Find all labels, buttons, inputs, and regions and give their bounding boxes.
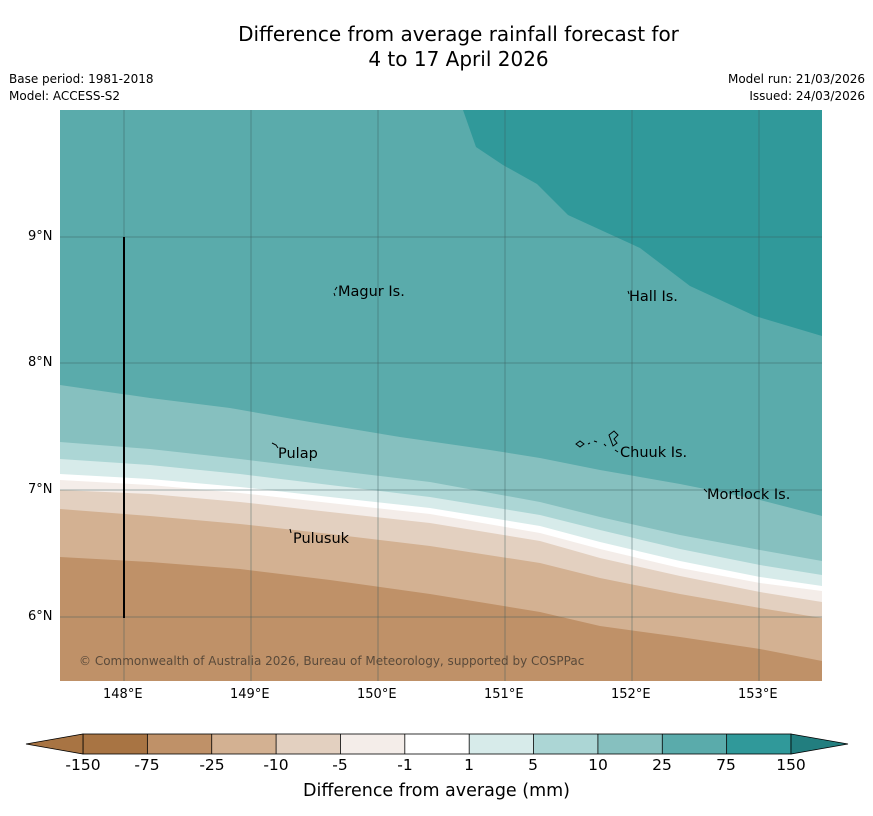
issued-date: Issued: 24/03/2026	[749, 89, 865, 103]
lon-label-152e: 152°E	[611, 687, 651, 702]
colorbar-label: 10	[588, 756, 608, 774]
colorbar-label: -75	[134, 756, 160, 774]
chart-title: Difference from average rainfall forecas…	[0, 22, 873, 72]
colorbar-label: -1	[397, 756, 413, 774]
colorbar-label: 150	[776, 756, 806, 774]
model-name: Model: ACCESS-S2	[9, 89, 121, 103]
colorbar-segment	[211, 734, 277, 754]
lon-label-151e: 151°E	[484, 687, 524, 702]
metadata-right: Model run: 21/03/2026 Issued: 24/03/2026	[728, 71, 865, 105]
metadata-left: Base period: 1981-2018 Model: ACCESS-S2	[9, 71, 154, 105]
colorbar-label: 5	[528, 756, 538, 774]
colorbar-segment	[404, 734, 470, 754]
base-period: Base period: 1981-2018	[9, 72, 154, 86]
band-neg75-neg25	[60, 557, 822, 681]
band-75-150	[463, 110, 822, 336]
pulusuk-island-mark	[289, 528, 292, 534]
colorbar-segment	[469, 734, 535, 754]
copyright-notice: © Commonwealth of Australia 2026, Bureau…	[79, 654, 585, 668]
colorbar-segment	[597, 734, 663, 754]
island-outlines	[271, 286, 708, 534]
colorbar-label: -5	[332, 756, 348, 774]
title-line-2: 4 to 17 April 2026	[368, 47, 549, 71]
colorbar-segment	[83, 734, 148, 754]
title-line-1: Difference from average rainfall forecas…	[238, 22, 679, 46]
contour-bands	[60, 110, 822, 681]
lat-label-6n: 6°N	[28, 609, 53, 624]
place-label-magur: Magur Is.	[338, 284, 405, 300]
colorbar-label: 1	[464, 756, 474, 774]
model-run: Model run: 21/03/2026	[727, 72, 865, 86]
colorbar-segment	[662, 734, 728, 754]
colorbar-segment	[276, 734, 341, 754]
lon-label-153e: 153°E	[738, 687, 778, 702]
colorbar-segment	[147, 734, 213, 754]
colorbar-title: Difference from average (mm)	[302, 781, 571, 801]
lon-label-148e: 148°E	[103, 687, 143, 702]
lat-label-9n: 9°N	[28, 229, 53, 244]
hall-island-mark	[627, 290, 630, 295]
place-label-pulap: Pulap	[278, 446, 318, 462]
colorbar-segment	[726, 734, 792, 754]
colorbar-label: -25	[199, 756, 225, 774]
lat-label-7n: 7°N	[28, 482, 53, 497]
chuuk-island-mark	[575, 430, 619, 453]
colorbar-segment	[533, 734, 599, 754]
pulap-island-mark	[271, 442, 279, 449]
place-label-hall: Hall Is.	[629, 289, 678, 305]
colorbar-label: 25	[652, 756, 672, 774]
colorbar-label: -150	[65, 756, 101, 774]
magur-island-mark	[333, 286, 338, 297]
lat-label-8n: 8°N	[28, 355, 53, 370]
colorbar-segment	[340, 734, 406, 754]
colorbar-label: -10	[263, 756, 289, 774]
place-label-chuuk: Chuuk Is.	[620, 445, 688, 461]
lon-label-150e: 150°E	[357, 687, 397, 702]
place-label-mortlock: Mortlock Is.	[707, 487, 791, 503]
lon-label-149e: 149°E	[230, 687, 270, 702]
mortlock-island-mark	[703, 488, 708, 493]
colorbar-over-arrow	[790, 733, 849, 755]
place-label-pulusuk: Pulusuk	[293, 531, 350, 547]
colorbar-label: 75	[716, 756, 736, 774]
colorbar-under-arrow	[25, 733, 84, 755]
